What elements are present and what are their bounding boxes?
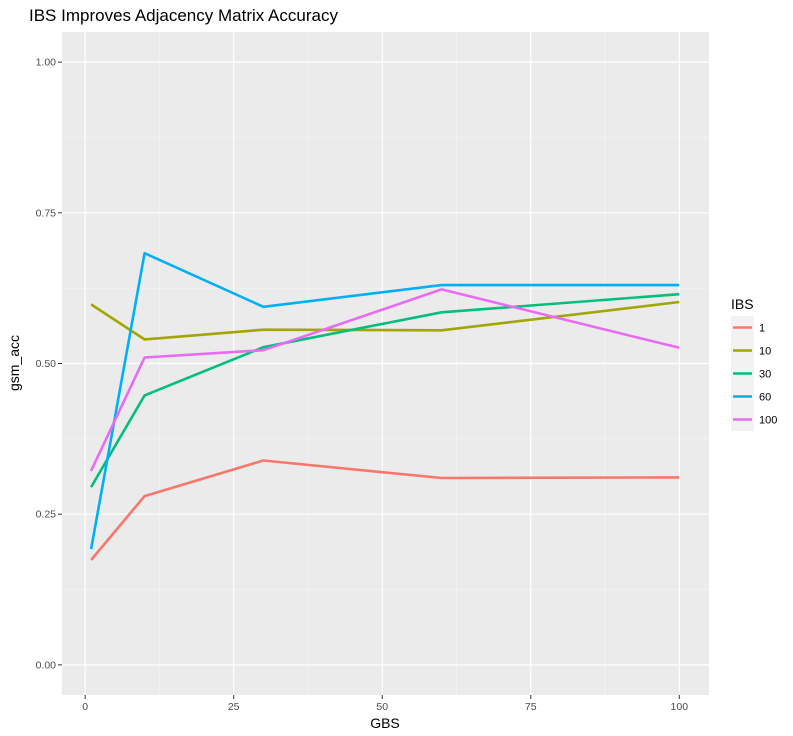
y-tick-label: 0.00 (36, 659, 57, 671)
series-line-ibs-100 (89, 288, 680, 472)
legend-label: 10 (759, 346, 771, 358)
x-tick-label: 50 (376, 701, 388, 713)
legend-label: 60 (759, 392, 771, 404)
legend-label: 30 (759, 369, 771, 381)
series-line-ibs-10 (90, 300, 680, 341)
series-line-ibs-1 (90, 459, 680, 561)
grid-major (62, 32, 709, 695)
legend-title: IBS (731, 296, 754, 312)
y-tick-label: 0.25 (36, 509, 57, 521)
chart-title: IBS Improves Adjacency Matrix Accuracy (29, 6, 338, 25)
legend: IBS 1 10 30 60 100 (731, 296, 777, 431)
series-line-ibs-30 (89, 292, 680, 488)
y-tick-label: 0.50 (36, 358, 57, 370)
series-line-ibs-60 (89, 251, 680, 550)
series-lines (89, 251, 680, 561)
x-tick-label: 0 (82, 701, 88, 713)
y-axis-title: gsm_acc (6, 335, 22, 391)
x-axis-title: GBS (370, 715, 400, 731)
legend-label: 100 (759, 415, 777, 427)
legend-label: 1 (759, 323, 765, 335)
x-axis: 0 25 50 75 100 (82, 695, 688, 713)
x-tick-label: 75 (525, 701, 537, 713)
x-tick-label: 100 (671, 701, 689, 713)
y-tick-label: 0.75 (36, 207, 57, 219)
y-tick-label: 1.00 (36, 57, 57, 69)
y-axis: 0.00 0.25 0.50 0.75 1.00 (36, 57, 62, 671)
x-tick-label: 25 (228, 701, 240, 713)
